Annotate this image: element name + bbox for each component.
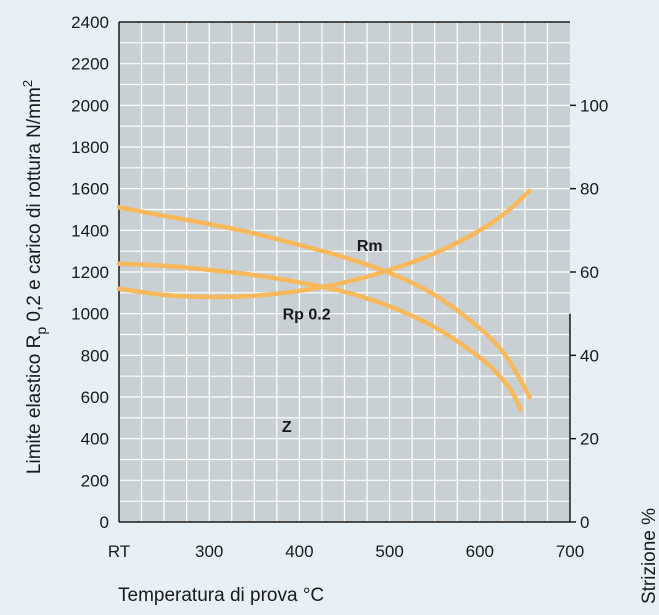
y-tick-label: 1200 xyxy=(71,263,109,282)
series-line-rp-0-2 xyxy=(116,261,523,412)
y-axis-title-part: 0,2 e carico di rottura N/mm xyxy=(24,87,45,327)
x-tick-label: 600 xyxy=(466,542,494,561)
series-line-rm xyxy=(116,205,532,400)
y-tick-label: 0 xyxy=(100,513,109,532)
series-line-z xyxy=(116,188,532,300)
y-tick-label: 400 xyxy=(81,430,109,449)
y2-tick-label: 80 xyxy=(580,180,599,199)
y2-tick-label: 0 xyxy=(580,513,589,532)
series-label-z: Z xyxy=(282,419,292,436)
y-tick-label: 200 xyxy=(81,471,109,490)
y-tick-label: 2000 xyxy=(71,96,109,115)
y2-tick-label: 60 xyxy=(580,263,599,282)
y-tick-label: 1000 xyxy=(71,305,109,324)
y-tick-label: 1600 xyxy=(71,180,109,199)
y-tick-label: 1400 xyxy=(71,221,109,240)
y-axis-title: Limite elastico Rp 0,2 e carico di rottu… xyxy=(20,80,49,474)
x-tick-label: 500 xyxy=(375,542,403,561)
series-label-rm: Rm xyxy=(357,238,383,255)
y2-tick-label: 40 xyxy=(580,346,599,365)
y-axis-title-part: p xyxy=(33,327,49,335)
series-label-rp-0-2: Rp 0.2 xyxy=(283,307,331,324)
y-tick-label: 2200 xyxy=(71,55,109,74)
y2-tick-label: 20 xyxy=(580,430,599,449)
y2-tick-label: 100 xyxy=(580,96,608,115)
x-tick-label: 700 xyxy=(556,542,584,561)
x-axis-title: Temperatura di prova °C xyxy=(118,585,324,606)
y-axis-title-part: 2 xyxy=(20,80,35,87)
y-axis-title-part: Limite elastico R xyxy=(24,335,45,474)
x-tick-label: 300 xyxy=(195,542,223,561)
y-tick-label: 1800 xyxy=(71,138,109,157)
x-tick-label: 400 xyxy=(285,542,313,561)
y-tick-label: 800 xyxy=(81,346,109,365)
y-tick-label: 2400 xyxy=(71,13,109,32)
y2-axis-title: Strizione % xyxy=(639,508,659,604)
y-tick-label: 600 xyxy=(81,388,109,407)
x-tick-label: RT xyxy=(108,542,130,561)
